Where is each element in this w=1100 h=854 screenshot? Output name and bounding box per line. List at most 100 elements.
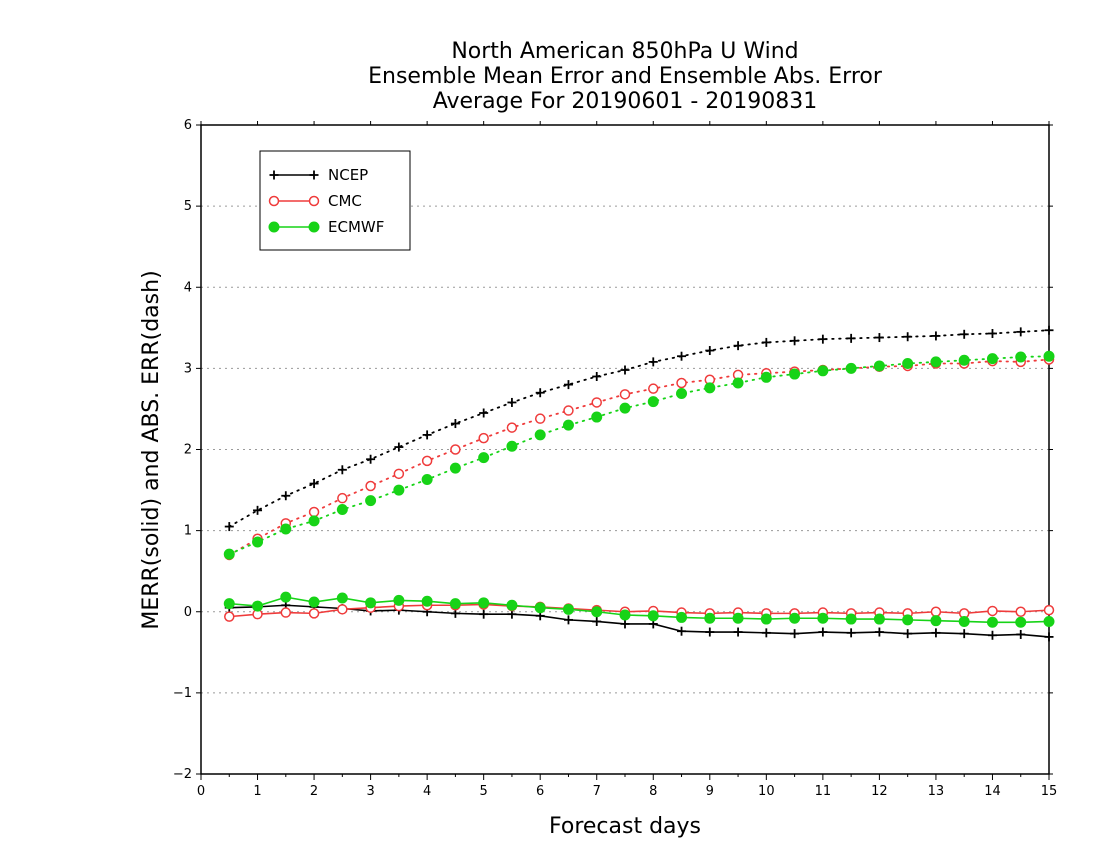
ecmwf-merr-point <box>1015 616 1027 628</box>
y-tick-label: 1 <box>184 524 192 539</box>
ecmwf-merr-point <box>252 600 264 612</box>
cmc-abs-err-point <box>676 377 687 389</box>
ecmwf-merr-point <box>619 609 631 621</box>
ecmwf-abs-err-point <box>223 548 235 560</box>
y-tick-label: 5 <box>184 199 192 214</box>
ecmwf-abs-err-point <box>336 504 348 516</box>
ecmwf-abs-err-point <box>365 495 377 507</box>
series-ecmwf <box>223 350 1055 628</box>
legend-item-ecmwf: ECMWF <box>268 218 384 236</box>
cmc-abs-err-point <box>648 383 659 394</box>
ecmwf-merr-point <box>986 616 998 628</box>
legend-item-ncep: NCEP <box>269 166 368 184</box>
ecmwf-abs-err-point <box>902 358 914 370</box>
ecmwf-abs-err-point <box>873 360 885 372</box>
cmc-abs-err-point <box>591 397 602 408</box>
cmc-abs-err-point <box>308 506 320 518</box>
ecmwf-merr-point <box>873 613 885 625</box>
ecmwf-merr-point <box>336 592 348 604</box>
ecmwf-abs-err-point <box>1043 350 1055 362</box>
x-tick-label: 12 <box>871 784 888 799</box>
series-cmc <box>224 354 1055 622</box>
ecmwf-merr-point <box>760 613 772 625</box>
ecmwf-merr-point <box>591 606 603 618</box>
ecmwf-abs-err-point <box>478 452 490 464</box>
ncep-abs-err-line <box>228 329 1050 528</box>
y-tick-label: 3 <box>184 361 192 376</box>
y-tick-label: 4 <box>184 280 192 295</box>
ecmwf-merr-point <box>732 612 744 624</box>
ecmwf-merr-point <box>421 595 433 607</box>
ecmwf-abs-err-point <box>393 484 405 496</box>
ecmwf-abs-err-point <box>562 419 574 431</box>
x-tick-label: 6 <box>536 784 544 799</box>
x-tick-label: 1 <box>253 784 261 799</box>
ecmwf-merr-point <box>845 613 857 625</box>
ecmwf-abs-err-point <box>845 362 857 374</box>
ecmwf-merr-point <box>647 610 659 622</box>
ecmwf-merr-point <box>449 598 461 610</box>
cmc-abs-err-line <box>228 358 1050 556</box>
ecmwf-merr-point <box>308 596 320 608</box>
ecmwf-merr-point <box>223 598 235 610</box>
cmc-abs-err-point <box>421 455 433 467</box>
x-tick-label: 3 <box>366 784 374 799</box>
y-tick-label: −1 <box>173 686 192 701</box>
legend-item-cmc: CMC <box>268 192 362 210</box>
ecmwf-merr-point <box>704 612 716 624</box>
ecmwf-abs-err-point <box>647 396 659 408</box>
cmc-merr-point <box>308 608 320 619</box>
x-axis-label: Forecast days <box>549 814 701 839</box>
cmc-merr-point <box>224 611 235 622</box>
legend: NCEP CMC ECMWF <box>259 150 411 251</box>
ecmwf-abs-err-point <box>280 523 292 535</box>
cmc-abs-err-point <box>478 432 489 444</box>
y-axis-label: MERR(solid) and ABS. ERR(dash) <box>139 270 164 629</box>
ecmwf-merr-point <box>478 597 490 609</box>
x-tick-label: 0 <box>197 784 205 799</box>
x-tick-label: 8 <box>649 784 657 799</box>
cmc-merr-point <box>1015 606 1026 617</box>
ecmwf-abs-err-point <box>619 402 631 414</box>
y-tick-label: 0 <box>184 605 192 620</box>
legend-marker <box>308 195 320 207</box>
cmc-abs-err-point <box>619 389 631 400</box>
ecmwf-abs-err-point <box>676 388 688 400</box>
cmc-abs-err-point <box>534 413 546 424</box>
x-tick-label: 15 <box>1041 784 1058 799</box>
cmc-abs-err-point <box>393 468 405 480</box>
cmc-merr-point <box>1043 604 1055 616</box>
cmc-abs-err-point <box>563 405 574 416</box>
title-line-1: North American 850hPa U Wind <box>451 39 798 64</box>
ecmwf-abs-err-point <box>449 462 461 474</box>
title-line-2: Ensemble Mean Error and Ensemble Abs. Er… <box>368 64 883 89</box>
x-tick-label: 14 <box>984 784 1001 799</box>
ecmwf-abs-err-point <box>760 371 772 383</box>
ecmwf-merr-point <box>902 614 914 626</box>
x-tick-label: 7 <box>593 784 601 799</box>
y-tick-label: 2 <box>184 443 192 458</box>
ecmwf-merr-point <box>365 597 377 609</box>
x-tick-label: 13 <box>928 784 945 799</box>
y-tick-label: −2 <box>173 767 192 782</box>
legend-marker <box>268 195 280 207</box>
ecmwf-abs-err-point <box>534 429 546 441</box>
ecmwf-merr-point <box>958 615 970 627</box>
ecmwf-abs-err-line <box>228 355 1050 556</box>
cmc-abs-err-point <box>337 492 348 504</box>
x-tick-label: 5 <box>480 784 488 799</box>
ecmwf-abs-err-point <box>930 356 942 368</box>
cmc-abs-err-point <box>450 444 461 455</box>
ecmwf-abs-err-point <box>421 474 433 486</box>
ecmwf-abs-err-point <box>252 536 264 548</box>
legend-label: CMC <box>328 192 362 210</box>
ecmwf-merr-point <box>676 611 688 623</box>
ecmwf-abs-err-point <box>986 353 998 365</box>
ecmwf-abs-err-point <box>1015 351 1027 363</box>
ecmwf-abs-err-point <box>732 377 744 389</box>
x-tick-label: 2 <box>310 784 318 799</box>
ecmwf-merr-point <box>280 591 292 603</box>
